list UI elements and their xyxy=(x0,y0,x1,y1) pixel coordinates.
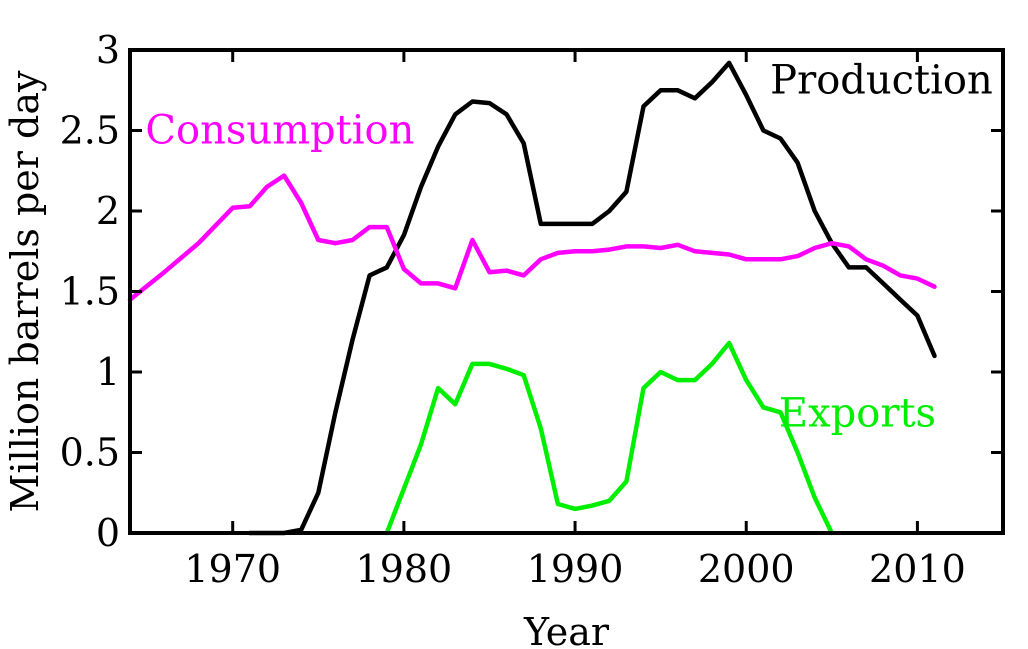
label-layer: Production Consumption Exports xyxy=(145,57,992,436)
x-tick-label: 1980 xyxy=(356,547,453,591)
x-tick-label: 1990 xyxy=(527,547,624,591)
series-label-1: Consumption xyxy=(145,107,414,153)
y-tick-label: 2 xyxy=(96,189,120,233)
x-tick-label: 2000 xyxy=(698,547,795,591)
y-tick-label: 1 xyxy=(96,350,120,394)
series-line-1 xyxy=(127,173,937,302)
y-axis-title: Million barrels per day xyxy=(3,70,47,513)
tick-layer: 1970 1980 1990 2000 2010 0 0.5 1 1.5 2 2.5 3 xyxy=(60,28,1003,591)
y-tick-label: 3 xyxy=(96,28,120,72)
series-label-2: Exports xyxy=(779,391,936,437)
y-tick-label: 0.5 xyxy=(60,431,120,475)
series-line-2 xyxy=(384,340,835,536)
x-tick-label: 1970 xyxy=(184,547,281,591)
y-tick-label: 0 xyxy=(96,511,120,555)
x-tick-label: 2010 xyxy=(869,547,966,591)
series-label-0: Production xyxy=(770,57,993,103)
x-axis-title: Year xyxy=(523,610,610,649)
series-line-0 xyxy=(247,60,937,536)
y-tick-label: 2.5 xyxy=(60,109,120,153)
series-layer xyxy=(127,60,937,536)
y-tick-label: 1.5 xyxy=(60,270,120,314)
